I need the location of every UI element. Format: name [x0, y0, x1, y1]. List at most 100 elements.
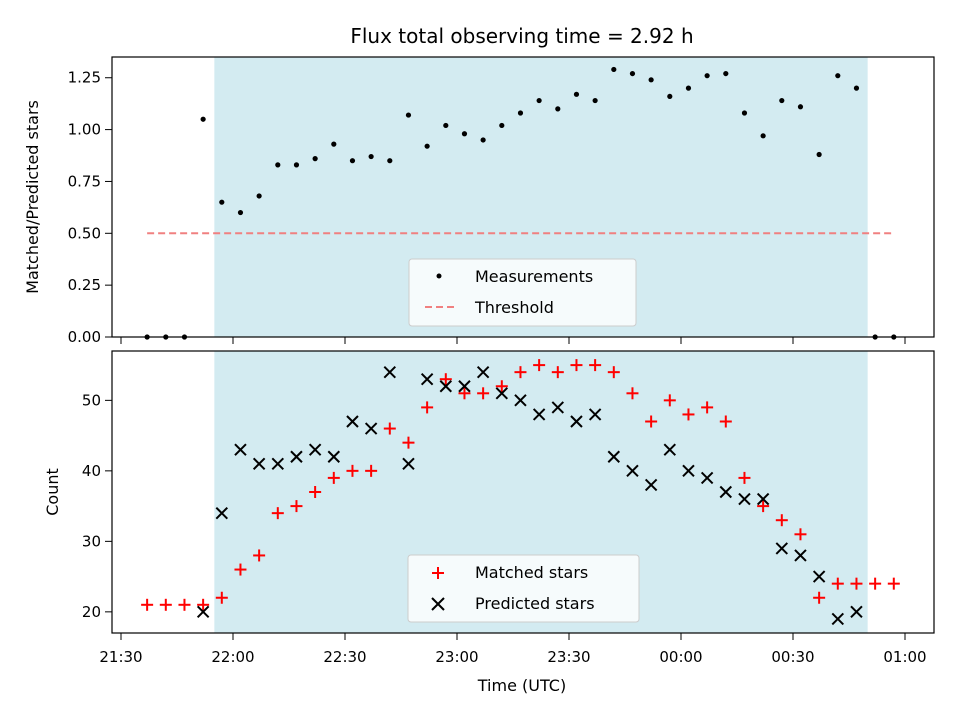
ratio-legend-box: [408, 258, 637, 327]
predicted-star-point-b: [775, 542, 789, 555]
predicted-star-point-b: [196, 605, 210, 619]
matched-star-point: [477, 387, 490, 400]
measurement-point: [387, 158, 393, 164]
legend-label-matched: Matched stars: [475, 563, 588, 582]
measurement-point: [648, 77, 654, 83]
predicted-star-point: [234, 443, 247, 456]
measurement-point: [629, 70, 636, 77]
measurement-point: [797, 104, 804, 110]
measurement-point: [816, 151, 822, 158]
matched-star-point: [178, 598, 191, 611]
measurement-points: [144, 66, 897, 340]
chart-title: Flux total observing time = 2.92 h: [350, 24, 693, 48]
predicted-star-point: [756, 492, 770, 506]
legend-marker-matched: [432, 567, 444, 579]
measurement-point: [536, 97, 542, 104]
measurement-point: [349, 158, 356, 164]
predicted-star-point-b: [794, 549, 807, 562]
predicted-star-point-b: [420, 372, 434, 386]
predicted-star-point: [607, 450, 621, 463]
measurement-point: [760, 133, 766, 139]
legend-label-threshold: Threshold: [474, 298, 554, 317]
ratio-y-tick-label: 0.50: [68, 224, 101, 242]
matched-star-point: [234, 563, 247, 576]
ratio-y-tick-label: 0.75: [68, 172, 101, 190]
matched-star-point: [514, 366, 527, 379]
measurement-point: [573, 91, 580, 97]
count-x-tick-label: 22:00: [211, 648, 254, 666]
predicted-star-point-b: [327, 450, 341, 463]
count-y-ticks: 20 30 40 50: [82, 391, 112, 621]
matched-star-point: [813, 591, 826, 604]
predicted-star-point-b: [588, 408, 602, 421]
measurement-point: [779, 97, 785, 104]
count-y-tick-label: 20: [82, 603, 101, 621]
ratio-plot-frame: [111, 56, 935, 338]
count-y-tick-label: 30: [82, 532, 101, 550]
predicted-stars-points: [196, 365, 863, 626]
measurement-point: [835, 73, 841, 79]
predicted-star-point: [551, 401, 565, 414]
ratio-legend: Measurements Threshold: [408, 258, 637, 327]
predicted-star-point: [532, 408, 546, 421]
legend-label-predicted: Predicted stars: [475, 594, 595, 613]
matched-star-point: [607, 366, 620, 379]
ratio-y-ticks: 0.00 0.25 0.50 0.75 1.00 1.25: [68, 69, 112, 346]
predicted-star-point: [476, 365, 490, 379]
measurement-point: [667, 93, 673, 100]
measurement-point: [219, 199, 225, 205]
matched-star-point: [869, 577, 882, 590]
predicted-star-point: [420, 372, 434, 386]
predicted-star-point-b: [383, 365, 397, 379]
measurement-point: [200, 116, 206, 122]
matched-star-point: [533, 359, 546, 372]
count-x-tick-label: 00:30: [771, 648, 814, 666]
matched-star-point: [309, 486, 322, 498]
predicted-star-point-b: [476, 365, 490, 379]
predicted-star-point-b: [215, 506, 229, 520]
matched-star-point: [141, 598, 154, 611]
measurement-point: [611, 66, 617, 73]
count-legend-box: [407, 554, 640, 623]
matched-star-point: [663, 394, 676, 407]
predicted-star-point-b: [551, 401, 565, 414]
matched-star-point: [831, 577, 844, 590]
predicted-star-point: [439, 380, 453, 393]
predicted-star-point-b: [607, 450, 621, 463]
count-y-tick-label: 50: [82, 391, 101, 409]
measurement-point: [461, 131, 468, 137]
matched-star-point: [551, 366, 564, 379]
predicted-star-point-b: [271, 457, 285, 471]
predicted-star-point-b: [663, 443, 677, 456]
predicted-star-point: [588, 408, 602, 421]
predicted-star-point: [831, 612, 845, 626]
predicted-star-point-b: [514, 394, 527, 407]
predicted-star-point-b: [308, 443, 322, 456]
measurement-point: [517, 110, 524, 116]
measurement-point: [685, 85, 692, 91]
count-x-tick-label: 22:30: [323, 648, 366, 666]
ratio-y-tick-label: 0.00: [68, 328, 101, 346]
count-y-tick-label: 40: [82, 462, 101, 480]
predicted-star-point: [215, 506, 229, 520]
predicted-star-point: [196, 605, 210, 619]
predicted-star-point: [738, 492, 751, 506]
matched-star-point: [253, 549, 266, 562]
matched-star-point: [159, 598, 172, 611]
predicted-star-point-b: [458, 380, 471, 393]
predicted-star-point: [364, 422, 378, 435]
measurement-point: [312, 156, 318, 162]
predicted-star-point-b: [644, 478, 658, 492]
count-plot-frame: [111, 350, 935, 634]
measurement-point: [275, 162, 281, 168]
predicted-star-point-b: [495, 387, 509, 400]
predicted-star-point: [402, 457, 415, 471]
measurement-point: [480, 137, 486, 143]
predicted-star-point: [700, 471, 714, 485]
predicted-star-point-b: [570, 415, 583, 428]
predicted-star-point-b: [402, 457, 415, 471]
measurement-point: [555, 106, 561, 112]
measurement-point: [592, 97, 598, 104]
predicted-star-point-b: [812, 570, 826, 583]
